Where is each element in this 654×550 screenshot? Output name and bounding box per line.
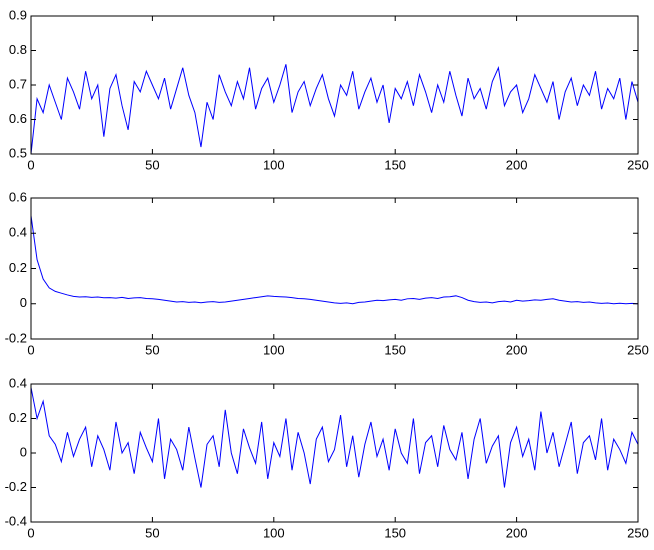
y-tick-label: -0.2 xyxy=(5,479,27,494)
y-tick-label: 0.9 xyxy=(9,7,27,22)
y-tick-label: 0.2 xyxy=(9,260,27,275)
x-tick-label: 150 xyxy=(384,525,406,540)
y-tick-label: 0.5 xyxy=(9,145,27,160)
y-tick-label: 0.2 xyxy=(9,410,27,425)
y-tick-label: 0.8 xyxy=(9,42,27,57)
y-tick-label: 0.6 xyxy=(9,189,27,204)
y-tick-label: 0.4 xyxy=(9,225,27,240)
x-tick-label: 50 xyxy=(145,525,159,540)
y-tick-label: 0 xyxy=(20,295,27,310)
x-tick-label: 200 xyxy=(506,342,528,357)
y-tick-label: 0.4 xyxy=(9,375,27,390)
data-line xyxy=(30,387,639,488)
x-tick-label: 150 xyxy=(384,157,406,172)
x-tick-label: 50 xyxy=(145,342,159,357)
x-tick-label: 200 xyxy=(506,157,528,172)
plot-area xyxy=(31,198,638,339)
y-tick-label: -0.4 xyxy=(5,513,27,528)
x-tick-label: 150 xyxy=(384,342,406,357)
x-tick-label: 100 xyxy=(263,157,285,172)
x-tick-label: 100 xyxy=(263,342,285,357)
data-line xyxy=(30,64,639,155)
plot-area xyxy=(31,16,638,154)
x-tick-label: 50 xyxy=(145,157,159,172)
x-tick-label: 200 xyxy=(506,525,528,540)
data-line xyxy=(30,215,639,305)
x-tick-label: 0 xyxy=(27,525,34,540)
y-tick-label: 0.7 xyxy=(9,76,27,91)
x-tick-label: 100 xyxy=(263,525,285,540)
x-tick-label: 250 xyxy=(627,525,649,540)
x-tick-label: 250 xyxy=(627,157,649,172)
x-tick-label: 250 xyxy=(627,342,649,357)
x-tick-label: 0 xyxy=(27,342,34,357)
x-tick-label: 0 xyxy=(27,157,34,172)
y-tick-label: 0 xyxy=(20,444,27,459)
y-tick-label: -0.2 xyxy=(5,330,27,345)
y-tick-label: 0.6 xyxy=(9,111,27,126)
